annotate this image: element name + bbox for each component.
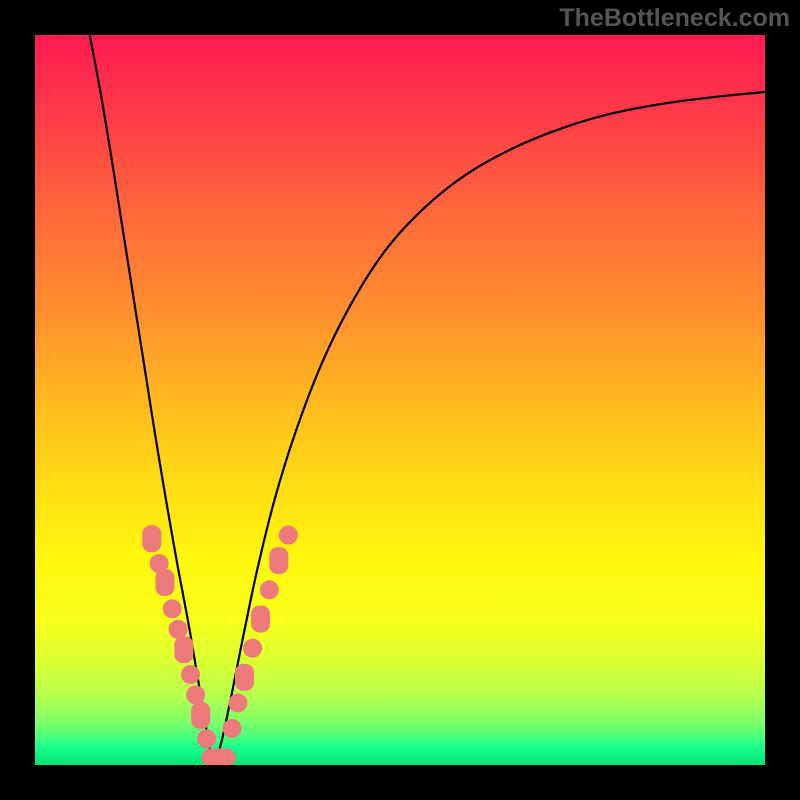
data-marker [279,526,297,544]
data-marker [217,749,235,767]
data-marker [252,606,270,632]
chart-svg [0,0,800,800]
data-marker [169,620,187,638]
watermark-text: TheBottleneck.com [559,4,790,33]
data-marker [260,581,278,599]
data-marker [181,665,199,683]
data-marker [229,694,247,712]
data-marker [244,639,262,657]
data-marker [192,702,210,728]
data-marker [143,526,161,552]
data-marker [163,600,181,618]
data-marker [236,664,254,690]
data-marker [198,730,216,748]
data-marker [270,548,288,574]
data-marker [156,570,174,596]
data-marker [223,720,241,738]
data-marker [187,686,205,704]
data-marker [175,637,193,663]
